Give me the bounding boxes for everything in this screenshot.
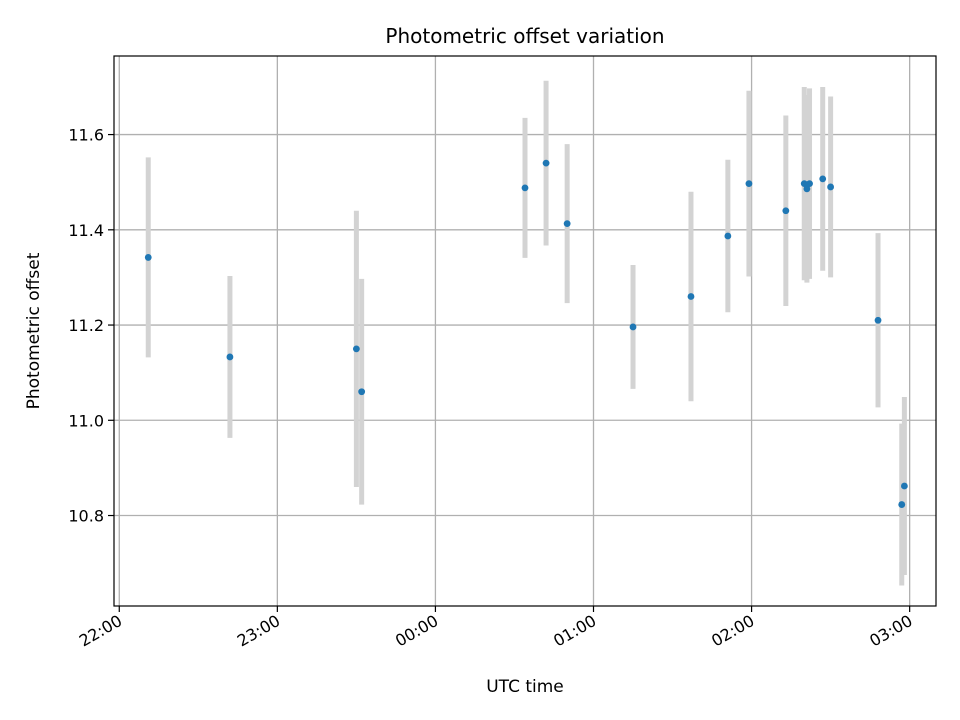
data-point (563, 220, 571, 228)
data-point (806, 180, 813, 188)
data-point (352, 345, 360, 353)
y-axis: 10.8 11.0 11.2 11.4 11.6 (68, 126, 114, 526)
data-point (819, 175, 827, 183)
data-point (724, 232, 732, 240)
data-point (629, 323, 637, 331)
data-point (782, 207, 790, 215)
data-point (800, 180, 808, 188)
y-tick-label: 11.0 (68, 411, 104, 430)
data-point (827, 183, 835, 191)
data-point (874, 316, 882, 324)
data-point (144, 254, 152, 261)
data-point (745, 180, 753, 188)
y-tick-label: 11.4 (68, 221, 104, 240)
y-tick-label: 11.6 (68, 126, 104, 145)
y-tick-label: 10.8 (68, 507, 104, 526)
x-axis-label: UTC time (486, 677, 564, 697)
data-point (898, 501, 906, 508)
data-point (803, 185, 811, 193)
data-point (521, 184, 529, 192)
data-point (687, 293, 695, 300)
data-point (358, 388, 366, 396)
data-point (226, 353, 234, 361)
data-point (900, 482, 908, 490)
y-tick-label: 11.2 (68, 316, 104, 335)
data-points (144, 159, 908, 508)
plot-frame (113, 55, 937, 607)
data-point (542, 159, 550, 167)
chart-title: Photometric offset variation (385, 24, 664, 48)
y-axis-label: Photometric offset (24, 252, 44, 409)
